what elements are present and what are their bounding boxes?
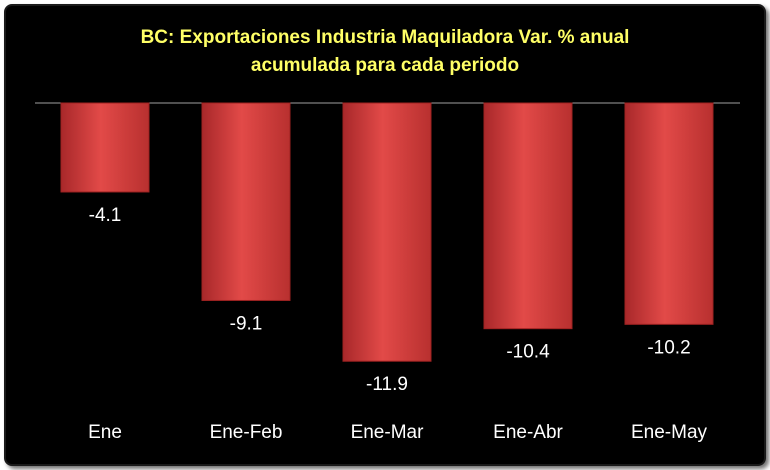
category-label: Ene-Mar [351,422,425,443]
bar-ene-may [624,102,714,325]
chart-title: BC: Exportaciones Industria Maquiladora … [0,24,770,80]
bar-ene-mar [342,102,432,362]
category-label: Ene-Abr [493,422,563,443]
category-label: Ene-May [631,422,708,443]
value-label: -4.1 [89,205,122,226]
chart-title-line-2: acumulada para cada periodo [250,55,520,76]
bar-ene-abr [483,102,573,330]
chart-title-line-1: BC: Exportaciones Industria Maquiladora … [140,27,630,48]
value-label: -11.9 [366,374,408,395]
value-label: -9.1 [230,313,263,334]
bar-ene-feb [201,102,291,301]
category-label: Ene-Feb [210,422,283,443]
value-label: -10.4 [506,342,550,363]
bar-ene [60,102,150,193]
category-label: Ene [88,422,122,443]
value-label: -10.2 [647,337,690,358]
